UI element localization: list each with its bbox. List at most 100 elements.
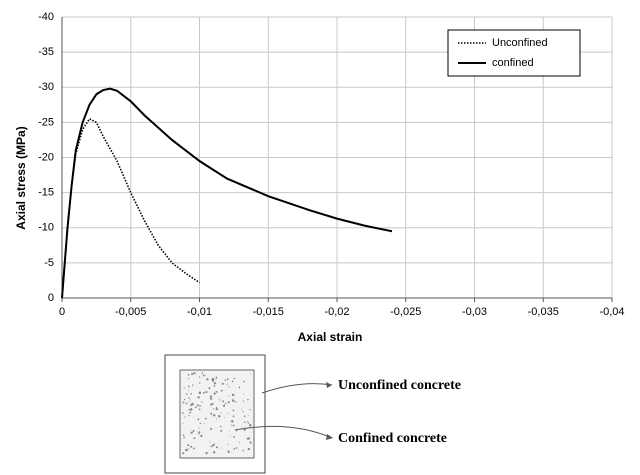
speckle	[209, 441, 211, 443]
diagram-label: Unconfined concrete	[338, 378, 461, 393]
x-tick-label: -0,025	[390, 306, 421, 318]
speckle	[188, 408, 190, 411]
speckle	[186, 393, 188, 395]
x-tick-label: -0,01	[187, 306, 212, 318]
speckle	[188, 401, 190, 403]
speckle	[201, 401, 203, 403]
speckle	[188, 413, 190, 414]
x-tick-label: -0,035	[528, 306, 559, 318]
speckle	[197, 404, 199, 406]
speckle	[209, 395, 213, 398]
speckle	[228, 386, 230, 388]
inner-core	[179, 369, 255, 459]
speckle	[215, 408, 218, 411]
speckle	[232, 399, 235, 402]
speckle	[201, 372, 204, 374]
speckle	[183, 387, 185, 389]
speckle	[191, 386, 193, 387]
speckle	[182, 423, 184, 425]
speckle	[232, 424, 235, 427]
speckle	[209, 397, 213, 400]
speckle	[198, 382, 201, 384]
speckle	[220, 389, 223, 392]
speckle	[182, 401, 185, 404]
speckle	[242, 410, 244, 413]
speckle	[227, 443, 229, 445]
speckle	[247, 422, 250, 424]
speckle	[243, 394, 245, 396]
speckle	[185, 448, 188, 452]
speckle	[231, 393, 235, 397]
y-tick-label: -40	[38, 11, 54, 23]
speckle	[210, 445, 213, 448]
x-axis-title: Axial strain	[298, 330, 363, 344]
legend-label: confined	[492, 57, 534, 69]
speckle	[210, 412, 213, 415]
speckle	[215, 418, 217, 420]
y-tick-label: -35	[38, 46, 54, 58]
speckle	[182, 452, 185, 455]
speckle	[246, 421, 249, 423]
speckle	[198, 432, 200, 435]
speckle	[198, 408, 201, 411]
speckle	[213, 392, 216, 395]
speckle	[193, 437, 196, 440]
arrowhead	[326, 434, 333, 440]
legend: Unconfined confined	[447, 29, 581, 77]
speckle	[230, 419, 234, 423]
speckle	[222, 400, 225, 403]
series-line	[61, 87, 393, 299]
speckle	[242, 449, 245, 452]
speckle	[247, 437, 250, 440]
x-tick-label: 0	[59, 306, 65, 318]
speckle	[198, 431, 201, 434]
speckle	[227, 450, 230, 453]
speckle	[235, 447, 238, 449]
speckle	[217, 415, 221, 418]
speckle	[183, 398, 186, 401]
speckle	[189, 411, 192, 413]
speckle	[230, 435, 232, 437]
speckle	[187, 373, 190, 376]
speckle	[182, 434, 185, 436]
speckle	[243, 421, 246, 423]
speckle	[198, 391, 202, 394]
y-tick-label: -5	[44, 257, 54, 269]
speckle	[220, 429, 223, 432]
speckle	[242, 400, 245, 402]
x-tick-label: -0,015	[253, 306, 284, 318]
speckle	[200, 434, 203, 438]
y-tick-label: -15	[38, 187, 54, 199]
speckle	[197, 396, 200, 399]
diagram: Unconfined concrete Confined concrete	[164, 354, 461, 474]
speckle	[212, 403, 214, 405]
speckle	[199, 405, 201, 407]
speckle	[236, 430, 238, 432]
speckle	[212, 451, 216, 454]
speckle	[232, 415, 235, 418]
x-tick-label: -0,04	[599, 306, 624, 318]
speckle	[227, 401, 230, 404]
speckle	[247, 447, 251, 451]
speckle	[241, 408, 243, 410]
speckle	[205, 374, 206, 376]
speckle	[250, 373, 252, 375]
speckle	[210, 403, 213, 406]
speckle	[203, 423, 205, 424]
speckle	[198, 427, 200, 429]
speckle	[228, 395, 230, 397]
x-tick-label: -0,02	[324, 306, 349, 318]
speckle	[226, 378, 229, 381]
speckle	[243, 380, 245, 383]
speckle	[202, 374, 205, 377]
speckle	[220, 412, 222, 414]
speckle	[249, 408, 251, 411]
speckle	[238, 441, 241, 443]
speckle	[213, 385, 216, 387]
y-tick-label: -30	[38, 81, 54, 93]
speckle	[231, 380, 234, 383]
legend-box	[447, 29, 581, 77]
speckle	[225, 402, 227, 405]
speckle	[205, 390, 208, 394]
speckle	[191, 372, 194, 376]
